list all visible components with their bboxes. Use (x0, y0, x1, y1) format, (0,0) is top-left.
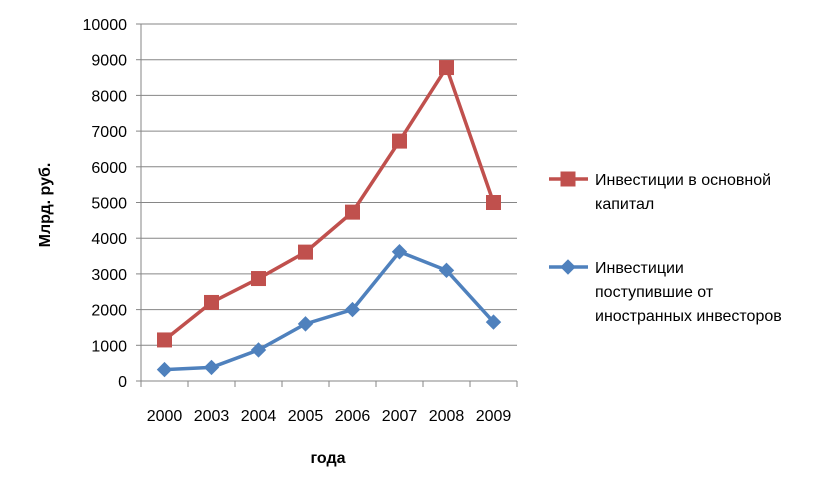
y-tick-label: 8000 (91, 88, 127, 105)
y-axis-label: Млрд. руб. (37, 163, 54, 248)
legend-label: капитал (595, 196, 654, 213)
x-tick-label-2009: 2009 (476, 408, 512, 425)
y-tick-label: 7000 (91, 124, 127, 141)
series-0 (157, 60, 501, 348)
legend-item-1: Инвестиции поступившие от иностранных инве… (549, 259, 782, 325)
data-point-2006 (344, 301, 361, 318)
y-tick-label: 6000 (91, 160, 127, 177)
data-point-2007 (392, 133, 407, 149)
series-group (156, 60, 502, 378)
data-point-2004 (251, 271, 266, 287)
y-tick-labels: 0 1000 2000 3000 4000 5000 6000 7000 8000 9000 100… (83, 17, 128, 391)
data-point-2004 (250, 342, 267, 358)
data-point-2000 (157, 332, 172, 348)
x-tick-label-2006: 2006 (335, 408, 371, 425)
data-point-2003 (204, 294, 219, 310)
x-tick-label-2000: 2000 (147, 408, 183, 425)
gridlines (141, 23, 517, 346)
legend-marker (560, 171, 576, 187)
series-line-1 (164, 250, 495, 372)
y-tick-label: 5000 (91, 196, 127, 213)
x-tick-label-2003: 2003 (194, 408, 230, 425)
data-point-2003 (203, 359, 220, 376)
y-tick-label: 9000 (91, 53, 127, 70)
legend-marker (560, 259, 576, 275)
y-tick-label: 1000 (91, 338, 127, 355)
series-1 (156, 244, 502, 378)
axes (136, 23, 518, 387)
x-tick-label-2004: 2004 (241, 408, 277, 425)
y-tick-label: 4000 (91, 231, 127, 248)
legend-label: Инвестиции в основной (595, 172, 771, 189)
legend-label: поступившие от (595, 284, 714, 301)
data-point-2009 (485, 314, 502, 330)
data-point-2005 (297, 316, 314, 332)
data-point-2007 (391, 244, 408, 260)
y-tick-label: 3000 (91, 267, 127, 284)
x-axis-label: года (310, 450, 345, 467)
data-point-2008 (438, 262, 455, 279)
legend-label: Инвестиции (595, 260, 684, 277)
data-point-2008 (439, 60, 454, 76)
x-tick-labels: 2000 2003 2004 2005 2006 2007 2008 2009 (147, 408, 512, 425)
legend: Инвестиции в основной капитал Инвестиции по… (549, 171, 782, 325)
data-point-2006 (345, 204, 360, 220)
legend-item-0: Инвестиции в основной капитал (549, 171, 771, 213)
data-point-2005 (298, 244, 313, 260)
y-tick-label: 0 (118, 374, 127, 391)
series-line-0 (163, 65, 496, 342)
y-tick-label: 2000 (91, 303, 127, 320)
x-tick-label-2008: 2008 (429, 408, 465, 425)
x-tick-label-2005: 2005 (288, 408, 324, 425)
data-point-2009 (486, 195, 501, 210)
y-tick-label: 10000 (83, 17, 128, 34)
x-tick-label-2007: 2007 (382, 408, 418, 425)
data-point-2000 (156, 361, 173, 378)
legend-label: иностранных инвесторов (595, 308, 782, 325)
